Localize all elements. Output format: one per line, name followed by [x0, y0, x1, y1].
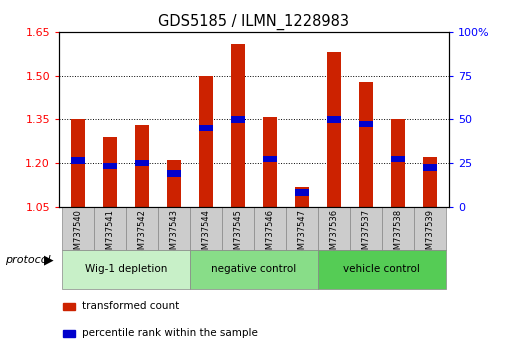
Bar	[350, 207, 382, 250]
Text: GSM737540: GSM737540	[74, 209, 83, 260]
Bar	[318, 207, 350, 250]
Bar	[327, 52, 341, 207]
Bar	[231, 44, 245, 207]
Text: GSM737538: GSM737538	[393, 209, 402, 260]
Bar	[71, 119, 85, 207]
Text: GSM737539: GSM737539	[425, 209, 434, 260]
Text: GSM737537: GSM737537	[361, 209, 370, 260]
Bar	[135, 160, 149, 166]
Text: GDS5185 / ILMN_1228983: GDS5185 / ILMN_1228983	[159, 14, 349, 30]
Text: GSM737546: GSM737546	[265, 209, 274, 260]
Bar	[294, 187, 309, 207]
Text: negative control: negative control	[211, 264, 297, 274]
Bar	[382, 207, 413, 250]
Text: GSM737543: GSM737543	[169, 209, 179, 260]
Bar	[231, 116, 245, 123]
Bar	[390, 119, 405, 207]
Bar	[126, 207, 158, 250]
Bar	[359, 121, 372, 127]
Text: GSM737542: GSM737542	[137, 209, 147, 260]
Bar	[295, 189, 309, 196]
Bar	[199, 125, 213, 131]
Bar	[391, 156, 405, 162]
Bar	[167, 170, 181, 177]
Bar	[423, 158, 437, 207]
Bar	[263, 156, 277, 162]
Bar	[135, 125, 149, 207]
Bar	[318, 250, 446, 289]
Text: transformed count: transformed count	[83, 301, 180, 311]
Bar	[94, 207, 126, 250]
Bar	[286, 207, 318, 250]
Bar	[103, 137, 117, 207]
Bar	[199, 76, 213, 207]
Text: percentile rank within the sample: percentile rank within the sample	[83, 329, 258, 338]
Text: protocol: protocol	[5, 255, 51, 265]
Bar	[62, 207, 94, 250]
Text: GSM737536: GSM737536	[329, 209, 339, 260]
Bar	[71, 157, 85, 164]
Text: GSM737541: GSM737541	[106, 209, 114, 260]
Bar	[63, 330, 74, 337]
Bar	[222, 207, 254, 250]
Bar	[190, 207, 222, 250]
Text: GSM737547: GSM737547	[298, 209, 306, 260]
Bar	[167, 160, 181, 207]
Bar	[190, 250, 318, 289]
Bar	[423, 165, 437, 171]
Bar	[327, 116, 341, 123]
Bar	[359, 81, 373, 207]
Bar	[62, 250, 190, 289]
Text: GSM737544: GSM737544	[202, 209, 210, 260]
Text: GSM737545: GSM737545	[233, 209, 243, 260]
Bar	[63, 303, 74, 310]
Bar	[158, 207, 190, 250]
Bar	[103, 163, 117, 170]
Bar	[413, 207, 446, 250]
Text: vehicle control: vehicle control	[343, 264, 420, 274]
Bar	[254, 207, 286, 250]
Bar	[263, 116, 277, 207]
Text: ▶: ▶	[44, 254, 53, 267]
Text: Wig-1 depletion: Wig-1 depletion	[85, 264, 167, 274]
